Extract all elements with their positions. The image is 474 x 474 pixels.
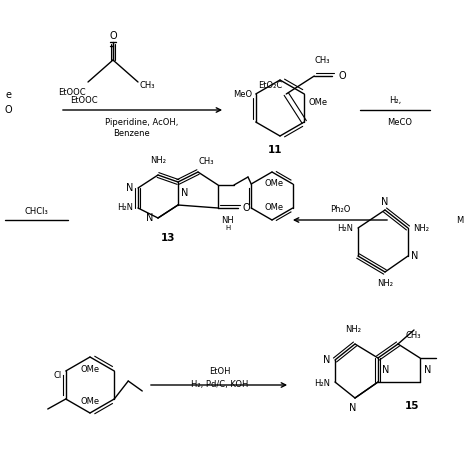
Text: N: N bbox=[411, 251, 419, 261]
Text: H₂N: H₂N bbox=[117, 203, 133, 212]
Text: N: N bbox=[146, 213, 153, 223]
Text: N: N bbox=[323, 355, 330, 365]
Text: EtOOC: EtOOC bbox=[70, 95, 98, 104]
Text: 13: 13 bbox=[161, 233, 175, 243]
Text: 15: 15 bbox=[405, 401, 419, 411]
Text: H: H bbox=[225, 225, 231, 231]
Text: CH₃: CH₃ bbox=[314, 55, 330, 64]
Text: EtOH: EtOH bbox=[209, 367, 231, 376]
Text: N: N bbox=[126, 183, 133, 193]
Text: NH₂: NH₂ bbox=[345, 325, 361, 334]
Text: Cl: Cl bbox=[54, 371, 62, 380]
Text: MeCO: MeCO bbox=[388, 118, 412, 127]
Text: H₂, Pd/C, KOH: H₂, Pd/C, KOH bbox=[191, 381, 249, 390]
Text: CHCl₃: CHCl₃ bbox=[24, 208, 48, 217]
Text: H₂N: H₂N bbox=[314, 380, 330, 389]
Text: NH₂: NH₂ bbox=[150, 156, 166, 165]
Text: CH₃: CH₃ bbox=[198, 157, 214, 166]
Text: N: N bbox=[181, 189, 188, 199]
Text: Benzene: Benzene bbox=[114, 128, 150, 137]
Text: H₂N: H₂N bbox=[337, 224, 353, 233]
Text: Piperidine, AcOH,: Piperidine, AcOH, bbox=[105, 118, 179, 127]
Text: Ph₂O: Ph₂O bbox=[330, 206, 350, 215]
Text: NH: NH bbox=[222, 216, 234, 225]
Text: OMe: OMe bbox=[81, 365, 100, 374]
Text: CH₃: CH₃ bbox=[140, 81, 155, 90]
Text: MeO: MeO bbox=[233, 90, 252, 99]
Text: O: O bbox=[338, 71, 346, 81]
Text: O: O bbox=[242, 203, 250, 213]
Text: OMe: OMe bbox=[81, 396, 100, 405]
Text: NH₂: NH₂ bbox=[377, 280, 393, 289]
Text: M: M bbox=[456, 216, 464, 225]
Text: N: N bbox=[424, 365, 431, 375]
Text: NH₂: NH₂ bbox=[413, 224, 429, 233]
Text: OMe: OMe bbox=[264, 180, 283, 189]
Text: CH₃: CH₃ bbox=[406, 331, 421, 340]
Text: N: N bbox=[382, 365, 389, 375]
Text: O: O bbox=[4, 105, 12, 115]
Text: O: O bbox=[109, 31, 117, 41]
Text: N: N bbox=[349, 403, 357, 413]
Text: H₂,: H₂, bbox=[389, 95, 401, 104]
Text: 11: 11 bbox=[268, 145, 282, 155]
Text: OMe: OMe bbox=[264, 203, 283, 212]
Text: EtOOC: EtOOC bbox=[58, 88, 86, 97]
Text: e: e bbox=[5, 90, 11, 100]
Text: EtO₂C: EtO₂C bbox=[258, 81, 282, 90]
Text: OMe: OMe bbox=[308, 98, 328, 107]
Text: N: N bbox=[381, 197, 389, 207]
